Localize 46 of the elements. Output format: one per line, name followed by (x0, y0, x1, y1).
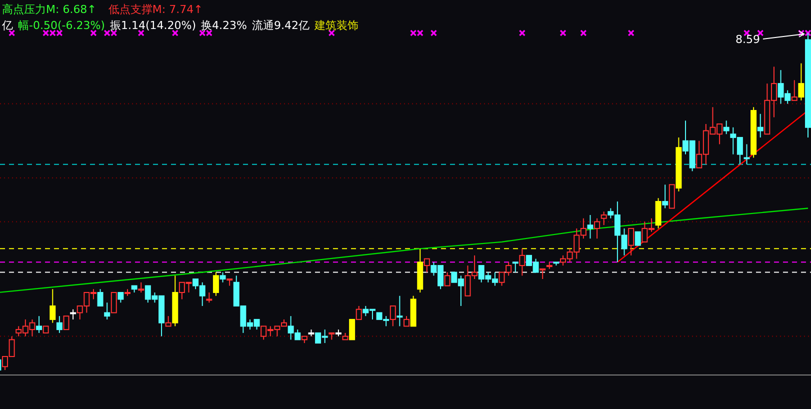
text: 低点支撑M: 7.74↑ (108, 3, 203, 16)
candlestick (744, 144, 750, 165)
candlestick (390, 305, 396, 327)
candlestick (36, 316, 42, 334)
candlestick (594, 218, 600, 240)
text: 振1.14(14.20%) (110, 19, 196, 32)
candlestick (212, 272, 219, 296)
candlestick (668, 184, 675, 209)
candlestick (97, 288, 104, 306)
candlestick (165, 316, 172, 327)
candlestick (63, 316, 70, 330)
candlestick (798, 62, 804, 101)
text: 换4.23% (201, 19, 247, 32)
candlestick (396, 295, 403, 327)
candlestick (138, 282, 144, 293)
candlestick (512, 262, 518, 273)
candlestick (587, 214, 594, 240)
candlestick (56, 316, 62, 334)
text: 建筑装饰 (313, 19, 358, 32)
annotation: 8.59 (736, 33, 760, 46)
candlestick (104, 302, 110, 320)
candlestick (723, 120, 730, 135)
candlestick (600, 211, 607, 226)
candlestick (349, 318, 356, 340)
candlestick (356, 305, 362, 320)
candlestick (50, 288, 56, 324)
text: 流通9.42亿 (252, 19, 310, 32)
candlestick (791, 80, 798, 101)
candlestick (519, 248, 526, 276)
candlestick (628, 228, 634, 256)
text: 高点压力M: 6.68↑ (2, 3, 96, 16)
candlestick (206, 292, 212, 304)
candlestick (118, 292, 124, 304)
candlestick (662, 184, 668, 209)
candlestick (757, 113, 764, 138)
text: 亿 (1, 19, 13, 32)
candlestick (110, 292, 117, 314)
candlestick (424, 258, 430, 273)
candlestick (540, 268, 546, 280)
candlestick (220, 272, 226, 283)
candlestick (70, 308, 76, 320)
candlestick (404, 316, 410, 327)
candlestick (634, 231, 641, 246)
candlestick (444, 272, 450, 286)
candlestick (655, 198, 662, 229)
text: 幅-0.50(-6.23%) (18, 19, 105, 32)
